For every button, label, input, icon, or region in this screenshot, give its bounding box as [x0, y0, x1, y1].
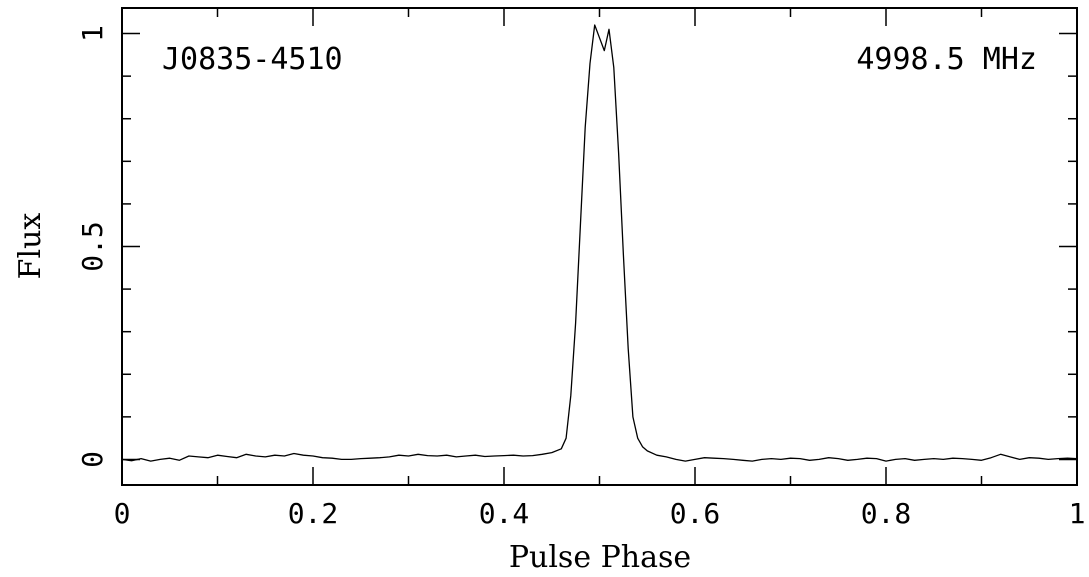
pulse-profile-line — [121, 24, 1078, 462]
y-tick-label: 0.5 — [76, 221, 109, 272]
plot-frame — [121, 7, 1078, 486]
x-tick-label: 1 — [1069, 497, 1086, 530]
x-tick-labels: 0 0.2 0.4 0.6 0.8 1 — [114, 497, 1086, 530]
minor-ticks — [122, 8, 1077, 485]
x-tick-label: 0 — [114, 497, 131, 530]
y-tick-label: 1 — [76, 25, 109, 42]
x-tick-label: 0.8 — [861, 497, 912, 530]
y-tick-labels: 00.51 — [76, 25, 109, 468]
y-axis-title: Flux — [13, 213, 48, 280]
x-tick-label: 0.4 — [479, 497, 530, 530]
pulsar-name-label: J0835-4510 — [162, 42, 343, 77]
frequency-label: 4998.5 MHz — [856, 42, 1037, 77]
major-ticks — [121, 8, 1078, 485]
y-tick-label: 0 — [76, 451, 109, 468]
x-axis-title: Pulse Phase — [509, 540, 691, 575]
x-tick-label: 0.2 — [288, 497, 339, 530]
x-tick-label: 0.6 — [670, 497, 721, 530]
